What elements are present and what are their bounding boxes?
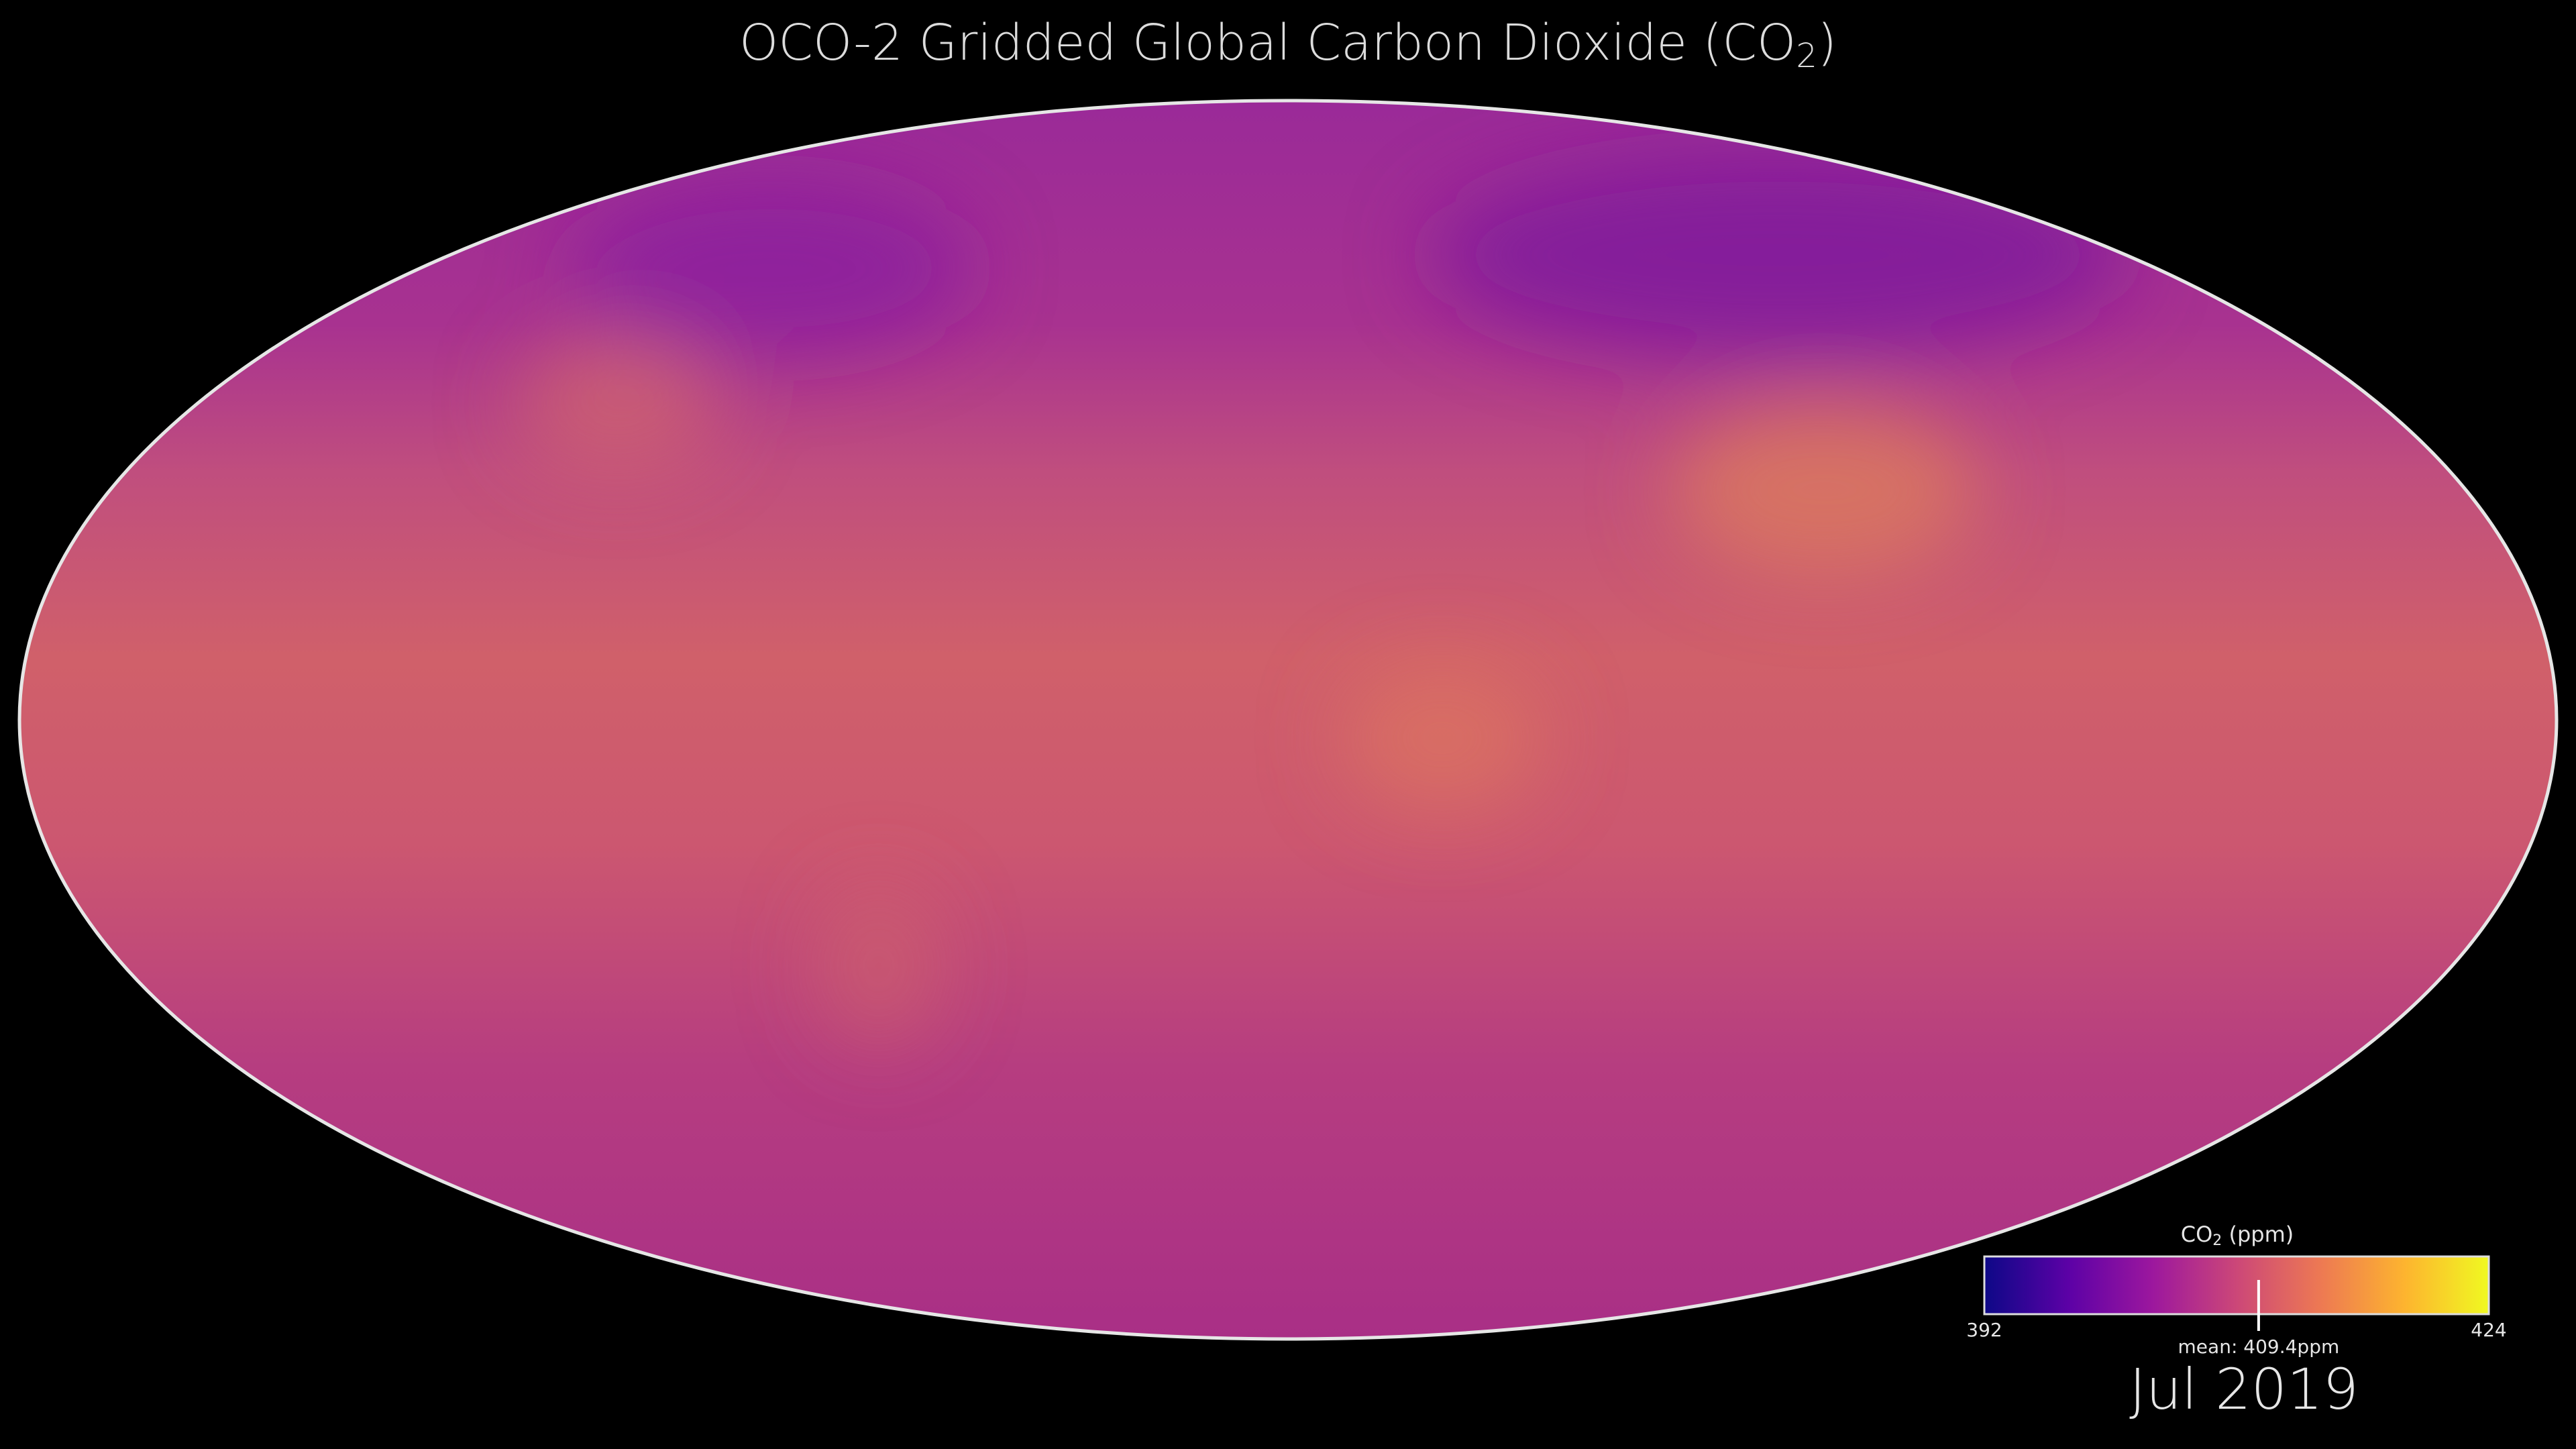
colorbar: CO2 (ppm) 392 424 mean: 409.4ppm [1966, 1222, 2506, 1358]
colorbar-ramp [1983, 1255, 2490, 1316]
mean-label: mean: 409.4ppm [2178, 1336, 2340, 1358]
date-label: Jul 2019 [2129, 1356, 2359, 1422]
label-suffix: (ppm) [2222, 1222, 2294, 1247]
label-text: CO [2181, 1222, 2213, 1247]
title-suffix: ) [1817, 14, 1837, 72]
title-subscript: 2 [1796, 36, 1817, 75]
co2-field [19, 101, 2557, 1339]
globe-outline [17, 99, 2559, 1341]
colorbar-tick-label: 424 [2471, 1319, 2506, 1341]
anomalies [517, 154, 2127, 1046]
globe-fill [19, 101, 2557, 1339]
map-title: OCO-2 Gridded Global Carbon Dioxide (CO2… [739, 14, 1837, 75]
colorbar-tick-label: 392 [1966, 1319, 2002, 1341]
title-text: OCO-2 Gridded Global Carbon Dioxide (CO [739, 14, 1796, 72]
colorbar-label: CO2 (ppm) [2181, 1222, 2294, 1249]
label-subscript: 2 [2212, 1232, 2222, 1249]
